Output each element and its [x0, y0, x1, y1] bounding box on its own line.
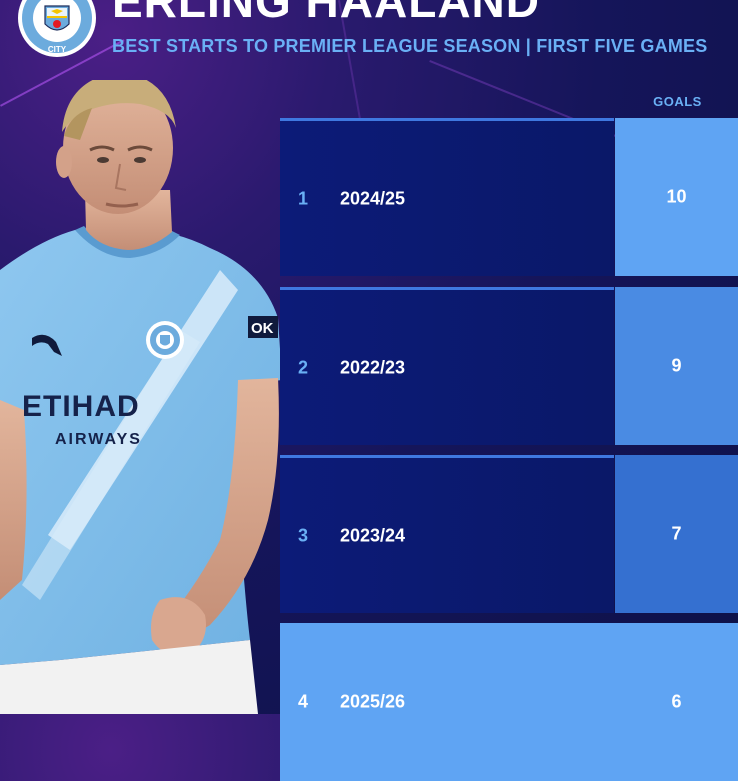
row-rank: 1	[298, 188, 309, 208]
row-rank: 3	[298, 525, 309, 545]
shirt-sponsor: ETIHAD	[22, 390, 140, 423]
row-goals: 10	[666, 186, 687, 207]
row-goals: 7	[671, 523, 682, 544]
ranking-row: 2 2022/23 9	[280, 287, 738, 445]
player-image: ETIHAD AIRWAYS OK	[0, 80, 282, 714]
svg-text:CITY: CITY	[48, 45, 67, 54]
page-subtitle: BEST STARTS TO PREMIER LEAGUE SEASON | F…	[112, 36, 708, 56]
row-label-cell: 3 2023/24	[280, 455, 614, 613]
row-goals-cell: 6	[615, 623, 738, 781]
page-title: ERLING HAALAND	[112, 0, 540, 27]
goals-column-header: GOALS	[653, 94, 702, 109]
club-crest-logo: CITY	[18, 0, 96, 57]
row-season: 2022/23	[340, 357, 406, 377]
row-season: 2025/26	[340, 691, 406, 712]
row-rank: 2	[298, 357, 309, 377]
row-goals: 6	[671, 691, 682, 712]
ranking-row: 1 2024/25 10	[280, 118, 738, 276]
shirt-sponsor-sub: AIRWAYS	[55, 431, 142, 448]
row-rank: 4	[298, 691, 309, 712]
row-goals-cell: 10	[615, 118, 738, 276]
row-goals: 9	[671, 355, 682, 376]
ranking-row: 3 2023/24 7	[280, 455, 738, 613]
row-goals-cell: 7	[615, 455, 738, 613]
row-label-cell: 1 2024/25	[280, 118, 614, 276]
row-label-cell: 2 2022/23	[280, 287, 614, 445]
row-season: 2024/25	[340, 188, 406, 208]
row-season: 2023/24	[340, 525, 406, 545]
row-goals-cell: 9	[615, 287, 738, 445]
sleeve-sponsor: OK	[251, 320, 274, 337]
ranking-row: 4 2025/26 6	[280, 623, 738, 781]
